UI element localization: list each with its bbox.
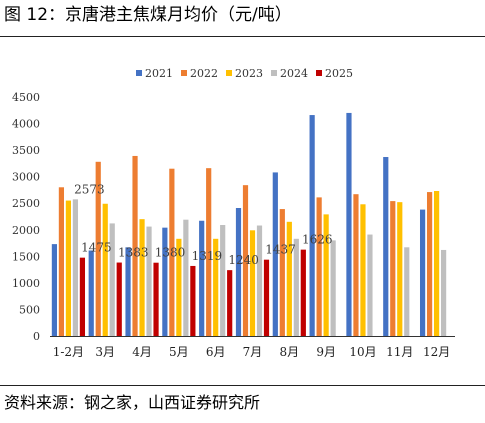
x-tick-label: 4月 — [132, 345, 152, 359]
bar-2024 — [146, 226, 152, 336]
y-tick-label: 4000 — [12, 118, 40, 131]
source-note: 资料来源：钢之家，山西证券研究所 — [4, 393, 261, 412]
y-tick-label: 1000 — [12, 277, 40, 290]
bar-2022 — [95, 161, 101, 336]
legend-label-2023: 2023 — [235, 67, 263, 80]
legend-swatch-2021 — [136, 70, 142, 76]
price-bar-chart: 0 500 1000 1500 2000 2500 3000 3500 4000 4500 1-2月… — [12, 67, 455, 359]
legend-swatch-2025 — [316, 70, 322, 76]
x-tick-label: 12月 — [423, 345, 450, 359]
bar-2024 — [256, 225, 263, 336]
bar-2021 — [272, 172, 278, 336]
x-tick-label: 7月 — [243, 345, 263, 359]
y-tick-label: 2500 — [12, 197, 40, 210]
bar-2023 — [397, 202, 403, 336]
x-tick-label: 10月 — [349, 345, 376, 359]
bar-2025 — [227, 270, 233, 336]
data-label: 1626 — [302, 233, 333, 247]
bar-2021 — [419, 209, 426, 336]
bar-2022 — [426, 192, 433, 336]
data-label: 1383 — [118, 246, 149, 260]
bar-2023 — [65, 200, 72, 336]
bar-2021 — [51, 244, 58, 336]
legend-label-2024: 2024 — [280, 67, 308, 80]
y-tick-label: 0 — [33, 330, 40, 343]
title-rule — [0, 36, 485, 37]
bar-2021 — [383, 157, 389, 336]
data-label: 1380 — [155, 246, 186, 260]
bar-2022 — [206, 168, 212, 336]
x-tick-label: 5月 — [169, 345, 189, 359]
bar-2025 — [153, 262, 159, 336]
legend-swatch-2024 — [271, 70, 277, 76]
bar-2024 — [404, 247, 410, 336]
bar-2025 — [300, 249, 306, 336]
data-label: 1437 — [265, 243, 296, 257]
legend-label-2025: 2025 — [325, 67, 353, 80]
figure-title: 图 12：京唐港主焦煤月均价（元/吨） — [4, 5, 292, 25]
bar-2023 — [323, 214, 329, 336]
bar-2022 — [132, 155, 138, 336]
bar-2023 — [433, 191, 440, 336]
x-tick-label: 8月 — [279, 345, 299, 359]
y-tick-label: 2000 — [12, 224, 40, 237]
y-tick-label: 3500 — [12, 144, 40, 157]
bar-2024 — [293, 238, 299, 336]
bar-2023 — [102, 203, 108, 336]
bar-2023 — [286, 221, 292, 336]
bar-2021 — [162, 227, 168, 336]
legend-label-2021: 2021 — [145, 67, 173, 80]
bar-2022 — [390, 201, 396, 336]
bar-2024 — [183, 219, 189, 336]
bar-2024 — [109, 223, 115, 336]
bar-2021 — [235, 208, 242, 336]
data-label: 2573 — [74, 182, 105, 196]
bar-2024 — [367, 234, 373, 336]
bar-2022 — [353, 194, 359, 336]
legend-label-2022: 2022 — [190, 67, 218, 80]
data-label: 1319 — [192, 249, 223, 263]
bar-2022 — [316, 197, 322, 336]
bar-2021 — [88, 250, 94, 336]
bar-2021 — [125, 247, 131, 336]
legend-swatch-2023 — [226, 70, 232, 76]
x-tick-label: 1-2月 — [53, 345, 84, 359]
bar-2025 — [116, 262, 122, 336]
bar-2023 — [249, 230, 256, 336]
x-tick-label: 6月 — [206, 345, 226, 359]
data-label: 1240 — [228, 253, 259, 267]
legend-swatch-2022 — [181, 70, 187, 76]
bar-2025 — [263, 259, 270, 336]
bar-2021 — [346, 112, 352, 336]
y-tick-label: 3000 — [12, 171, 40, 184]
bar-2022 — [279, 209, 285, 336]
bar-2022 — [169, 168, 175, 336]
data-label: 1475 — [81, 241, 112, 255]
bar-2021 — [309, 115, 315, 337]
bar-2021 — [199, 220, 205, 336]
bar-2022 — [242, 185, 249, 336]
bar-2024 — [220, 224, 226, 336]
bar-2025 — [190, 265, 196, 336]
source-rule — [0, 385, 485, 386]
bar-2024 — [330, 240, 336, 336]
x-tick-label: 11月 — [386, 345, 413, 359]
bar-2023 — [213, 238, 219, 336]
bar-2023 — [176, 238, 182, 336]
bar-2025 — [79, 257, 86, 336]
bar-2022 — [58, 187, 65, 336]
x-tick-label: 3月 — [95, 345, 115, 359]
bar-2024 — [440, 249, 447, 336]
y-tick-label: 500 — [19, 303, 40, 316]
y-tick-label: 1500 — [12, 250, 40, 263]
bar-2024 — [72, 199, 79, 336]
bar-2023 — [360, 204, 366, 336]
y-tick-label: 4500 — [12, 91, 40, 104]
x-tick-label: 9月 — [316, 345, 336, 359]
bar-2023 — [139, 219, 145, 336]
